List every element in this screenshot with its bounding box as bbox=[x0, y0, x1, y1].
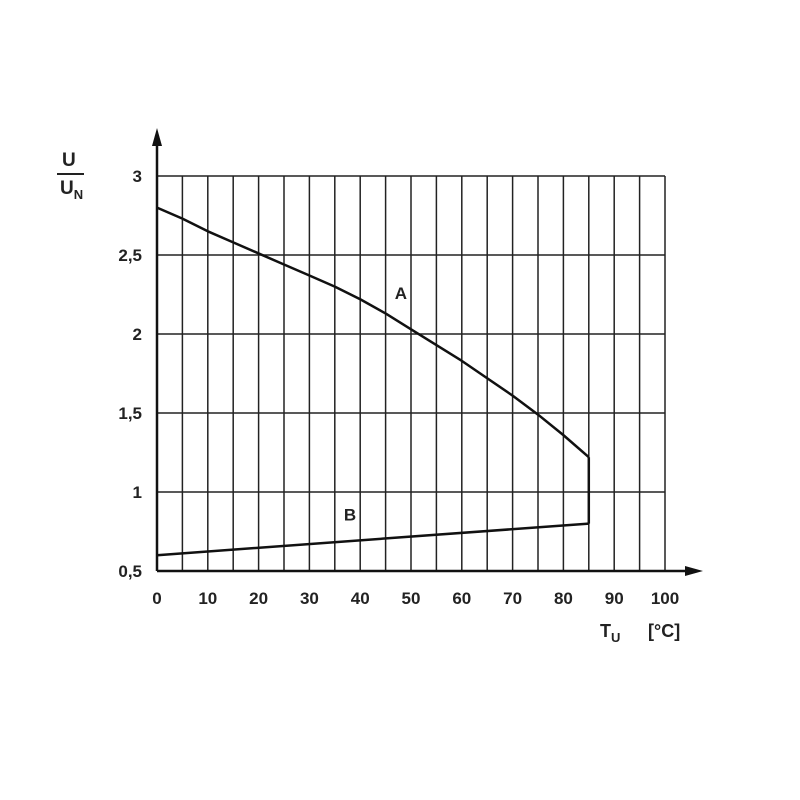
series-label-a: A bbox=[395, 284, 407, 303]
y-tick-labels: 0,5 1 1,5 2 2,5 3 bbox=[118, 167, 142, 581]
series-line-a bbox=[156, 206, 590, 459]
x-tick-label: 30 bbox=[300, 589, 319, 608]
x-axis-label: TU [°C] bbox=[600, 621, 680, 645]
y-tick-label: 0,5 bbox=[118, 562, 142, 581]
x-tick-label: 20 bbox=[249, 589, 268, 608]
x-label-symbol: TU bbox=[600, 621, 620, 645]
x-tick-label: 40 bbox=[351, 589, 370, 608]
y-tick-label: 1,5 bbox=[118, 404, 142, 423]
x-tick-label: 90 bbox=[605, 589, 624, 608]
grid bbox=[157, 175, 666, 571]
series-labels: AB bbox=[344, 284, 407, 524]
y-label-denominator: UN bbox=[60, 178, 83, 202]
series bbox=[156, 206, 591, 557]
x-axis-arrow bbox=[685, 566, 703, 576]
x-tick-label: 10 bbox=[198, 589, 217, 608]
y-axis-label: U UN bbox=[57, 150, 84, 202]
x-tick-label: 100 bbox=[651, 589, 679, 608]
y-tick-label: 1 bbox=[133, 483, 142, 502]
x-tick-label: 0 bbox=[152, 589, 161, 608]
x-tick-label: 50 bbox=[402, 589, 421, 608]
x-tick-label: 60 bbox=[452, 589, 471, 608]
x-tick-label: 70 bbox=[503, 589, 522, 608]
series-label-b: B bbox=[344, 505, 356, 524]
y-tick-label: 2,5 bbox=[118, 246, 142, 265]
y-axis-arrow bbox=[152, 128, 162, 146]
axes bbox=[152, 128, 703, 576]
y-tick-label: 2 bbox=[133, 325, 142, 344]
y-label-numerator: U bbox=[62, 150, 76, 171]
series-line-b bbox=[156, 522, 589, 557]
y-tick-label: 3 bbox=[133, 167, 142, 186]
x-label-unit: [°C] bbox=[648, 621, 680, 641]
x-tick-labels: 0 10 20 30 40 50 60 70 80 90 100 bbox=[152, 589, 679, 608]
x-tick-label: 80 bbox=[554, 589, 573, 608]
